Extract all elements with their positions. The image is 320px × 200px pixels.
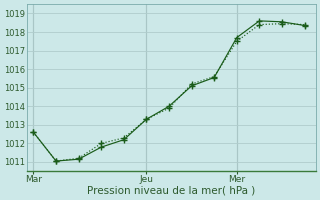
X-axis label: Pression niveau de la mer( hPa ): Pression niveau de la mer( hPa ) [87,186,255,196]
